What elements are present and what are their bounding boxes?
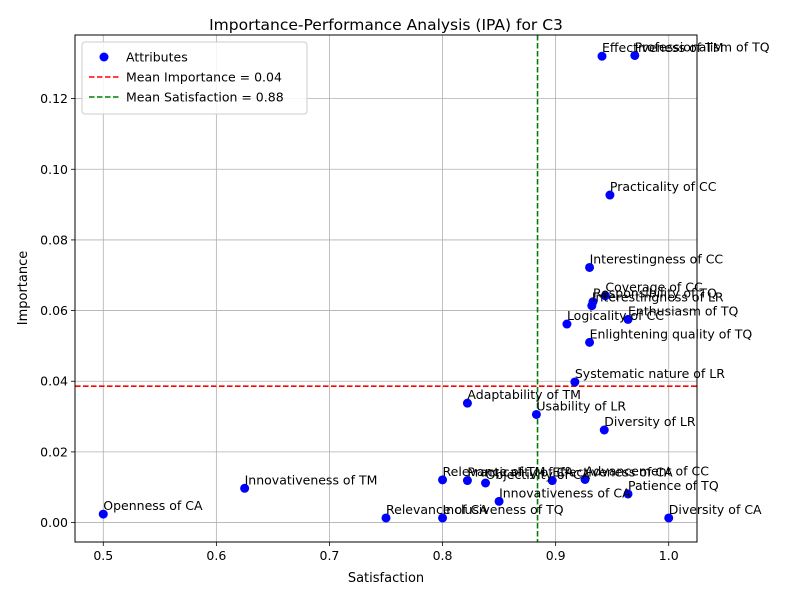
y-tick-label: 0.08 — [40, 232, 68, 247]
x-tick-label: 0.6 — [206, 548, 226, 563]
x-axis-ticks: 0.5 0.6 0.7 0.8 0.9 1.0 — [93, 542, 679, 563]
y-tick-label: 0.12 — [40, 91, 68, 106]
point-label: Practicality of CC — [610, 179, 717, 194]
y-tick-label: 0.00 — [40, 515, 68, 530]
x-tick-label: 1.0 — [659, 548, 679, 563]
point-label: Diversity of CA — [669, 502, 762, 517]
point-label: Professionalism of TQ — [635, 39, 770, 54]
point-label: Practicality of CA — [467, 465, 574, 480]
x-tick-label: 0.8 — [433, 548, 453, 563]
point-label: Effectiveness of TM — [602, 40, 724, 55]
point-label: Enthusiasm of TQ — [628, 303, 739, 318]
plot-frame — [74, 34, 698, 543]
data-point — [587, 301, 597, 311]
point-label: Logicality of CC — [567, 308, 664, 323]
data-point — [240, 483, 250, 493]
data-point — [630, 50, 640, 60]
point-label: Relevance of TM — [443, 464, 546, 479]
mean-lines — [75, 35, 697, 542]
y-axis-ticks: 0.00 0.02 0.04 0.06 0.08 0.10 0.12 — [40, 91, 75, 530]
data-point — [381, 513, 391, 523]
data-point — [438, 475, 448, 485]
data-point — [562, 319, 572, 329]
legend: Attributes Mean Importance = 0.04 Mean S… — [81, 41, 308, 115]
data-point — [623, 314, 633, 324]
point-label: Diversity of LR — [604, 414, 696, 429]
legend-point-marker — [99, 52, 109, 62]
point-label: Systematic nature of LR — [575, 366, 725, 381]
point-label: Coverage of CC — [605, 280, 703, 295]
legend-label-mean-importance: Mean Importance = 0.04 — [126, 70, 282, 85]
data-point — [494, 496, 504, 506]
point-label: Adaptability of TM — [467, 387, 580, 402]
data-point — [570, 377, 580, 387]
data-point — [462, 476, 472, 486]
point-label: Effectiveness of CA — [552, 465, 673, 480]
point-label: Interestingness of LR — [592, 290, 724, 305]
chart-title: Importance-Performance Analysis (IPA) fo… — [209, 16, 563, 34]
data-points — [98, 50, 674, 523]
data-point — [547, 476, 557, 486]
data-point — [585, 262, 595, 272]
legend-label-mean-satisfaction: Mean Satisfaction = 0.88 — [126, 90, 284, 105]
data-point — [585, 337, 595, 347]
y-tick-label: 0.04 — [40, 374, 68, 389]
data-point — [462, 398, 472, 408]
point-label: Usability of LR — [536, 398, 626, 413]
point-label: Advancement of CC — [585, 463, 709, 478]
data-point — [600, 291, 610, 301]
point-label: Inclusiveness of TQ — [443, 502, 564, 517]
legend-box — [81, 41, 308, 115]
data-point — [481, 478, 491, 488]
legend-label-attributes: Attributes — [126, 50, 188, 65]
point-label: Interestingness of CC — [590, 251, 724, 266]
y-axis-title: Importance — [16, 251, 31, 326]
data-point — [599, 425, 609, 435]
data-point — [98, 509, 108, 519]
data-point — [664, 513, 674, 523]
point-label: Responsibility of TQ — [593, 286, 717, 301]
data-point — [597, 51, 607, 61]
point-label: Relevance of CA — [386, 502, 488, 517]
point-label: Objectivity of CA — [486, 467, 591, 482]
data-point — [438, 513, 448, 523]
data-point — [605, 190, 615, 200]
point-label: Innovativeness of TM — [245, 472, 378, 487]
x-tick-label: 0.5 — [93, 548, 113, 563]
point-label: Openness of CA — [103, 498, 203, 513]
y-tick-label: 0.06 — [40, 303, 68, 318]
x-tick-label: 0.9 — [546, 548, 566, 563]
data-point — [580, 474, 590, 484]
data-point — [623, 489, 633, 499]
point-label: Enlightening quality of TQ — [590, 326, 753, 341]
grid-lines — [75, 35, 697, 542]
y-tick-label: 0.02 — [40, 444, 68, 459]
data-point — [531, 409, 541, 419]
x-axis-title: Satisfaction — [348, 571, 424, 586]
point-label: Patience of TQ — [628, 478, 719, 493]
point-label: Innovativeness of CA — [499, 485, 631, 500]
x-tick-label: 0.7 — [320, 548, 340, 563]
y-tick-label: 0.10 — [40, 162, 68, 177]
